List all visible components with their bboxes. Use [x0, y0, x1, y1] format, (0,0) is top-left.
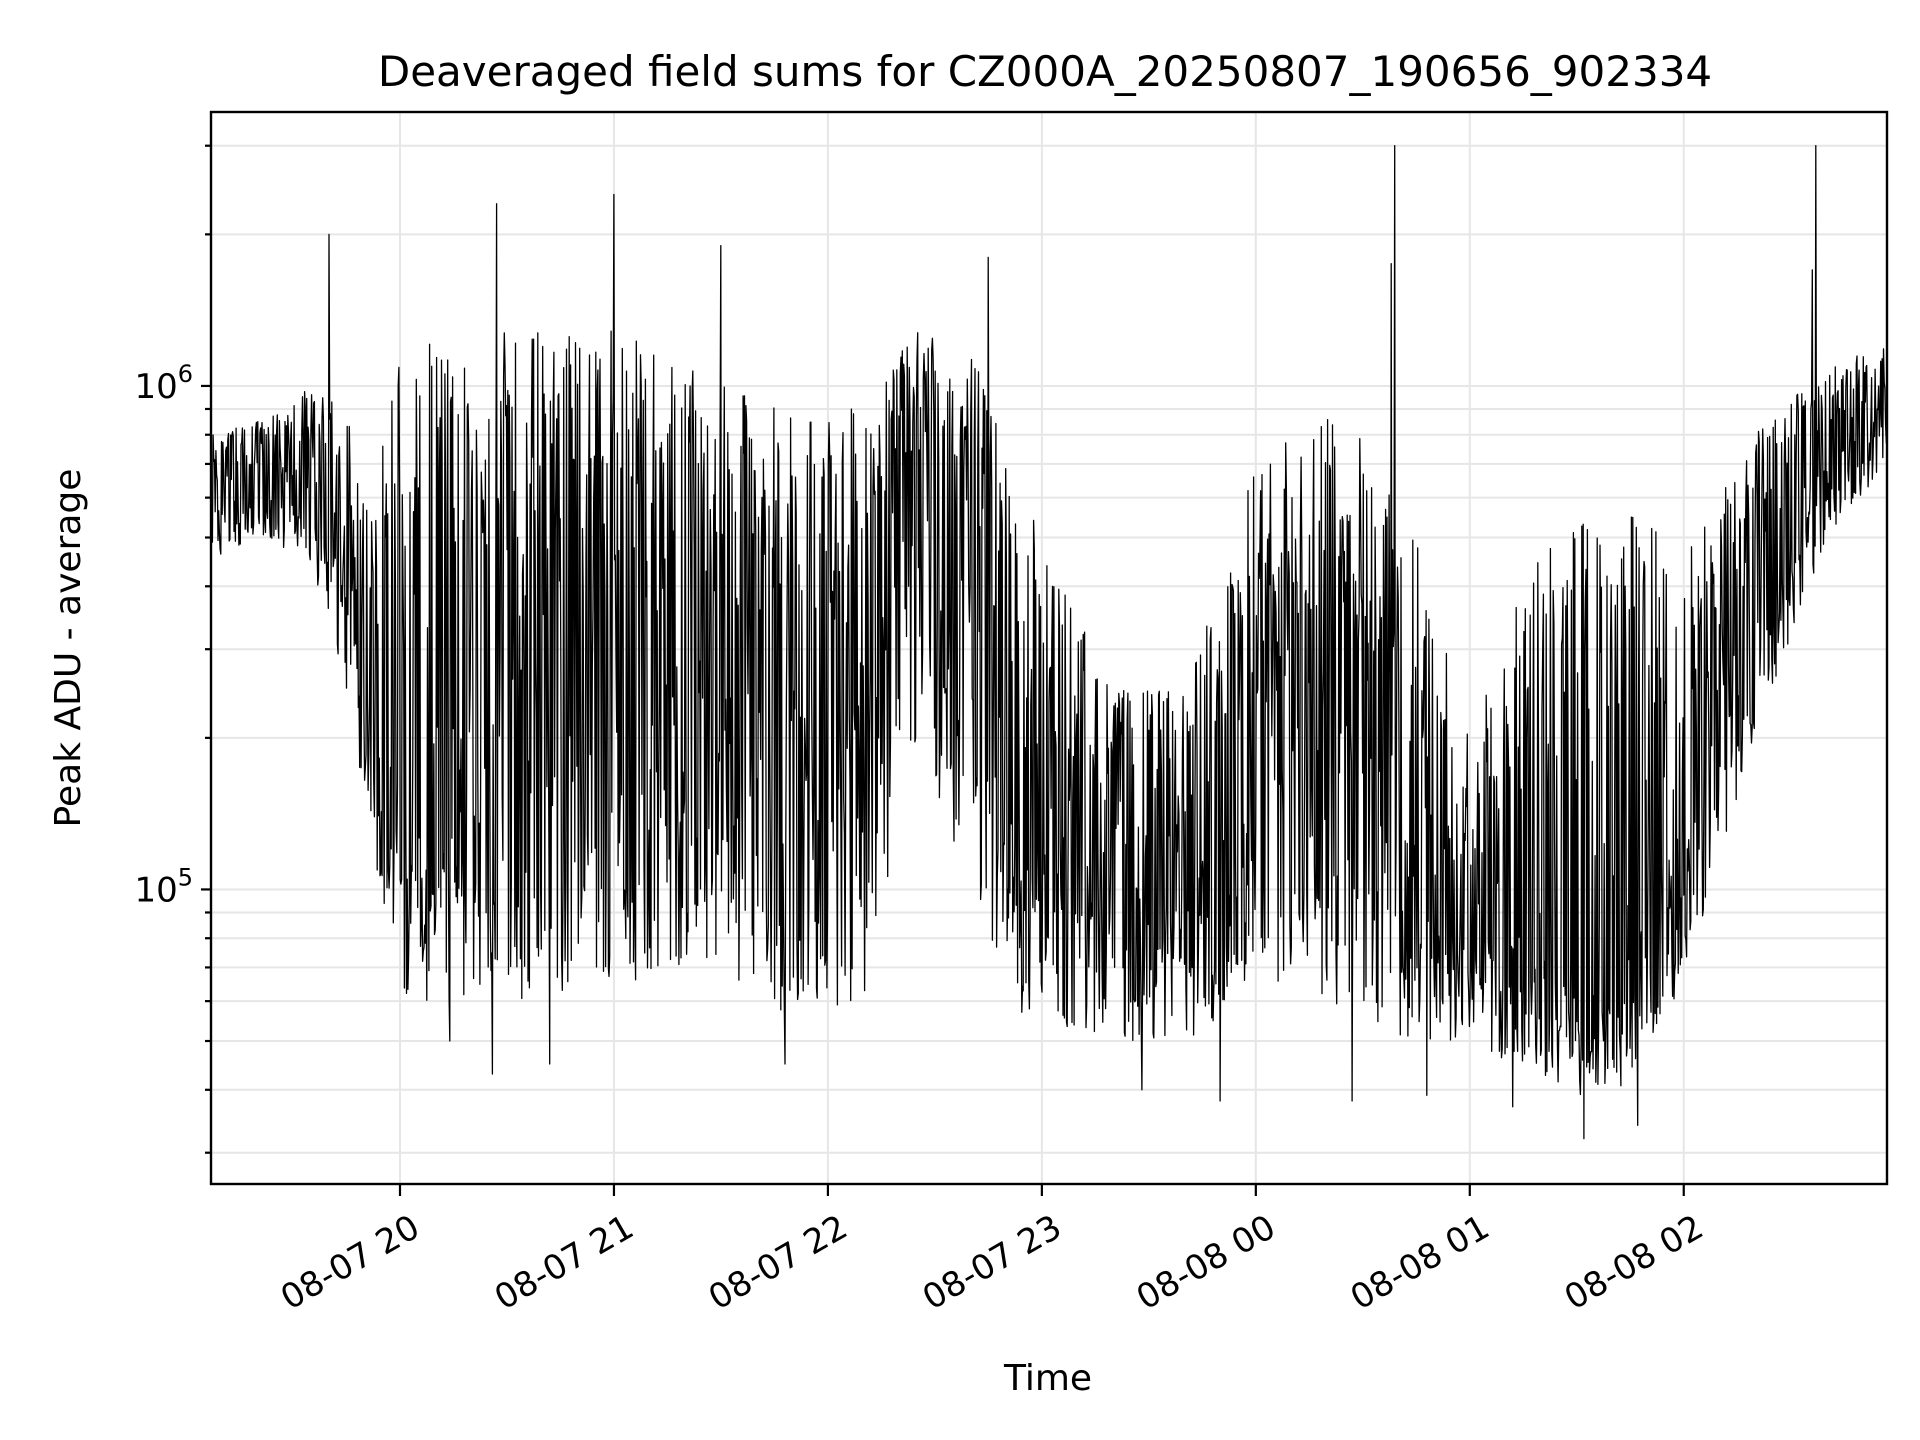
x-tick-label: 08-08 02 [1558, 1207, 1710, 1318]
x-tick-label: 08-08 01 [1344, 1207, 1496, 1318]
series-area [210, 145, 1888, 1140]
x-tick-label: 08-07 23 [916, 1207, 1068, 1318]
x-axis-label: Time [1003, 1358, 1092, 1399]
x-tick-label: 08-08 00 [1130, 1207, 1282, 1318]
y-axis-label: Peak ADU - average [48, 469, 89, 828]
x-tick-label: 08-07 22 [702, 1207, 854, 1318]
series-line [210, 145, 1888, 1140]
y-tick-label: 106 [134, 360, 193, 407]
chart-title: Deaveraged field sums for CZ000A_2025080… [378, 47, 1712, 96]
x-tick-label: 08-07 20 [274, 1207, 426, 1318]
y-tick-label: 105 [134, 863, 193, 910]
plot-frame [209, 110, 1889, 1186]
x-tick-label: 08-07 21 [488, 1207, 640, 1318]
